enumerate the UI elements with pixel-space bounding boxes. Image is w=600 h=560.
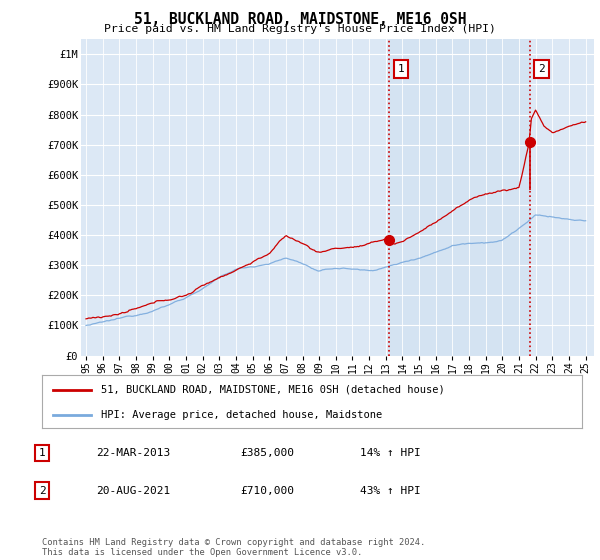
Text: 2: 2 — [538, 64, 545, 74]
Text: 14% ↑ HPI: 14% ↑ HPI — [360, 448, 421, 458]
Text: 51, BUCKLAND ROAD, MAIDSTONE, ME16 0SH: 51, BUCKLAND ROAD, MAIDSTONE, ME16 0SH — [134, 12, 466, 27]
Text: 43% ↑ HPI: 43% ↑ HPI — [360, 486, 421, 496]
Text: Contains HM Land Registry data © Crown copyright and database right 2024.
This d: Contains HM Land Registry data © Crown c… — [42, 538, 425, 557]
Text: 22-MAR-2013: 22-MAR-2013 — [96, 448, 170, 458]
Text: £385,000: £385,000 — [240, 448, 294, 458]
Bar — [389, 39, 530, 356]
Text: Price paid vs. HM Land Registry's House Price Index (HPI): Price paid vs. HM Land Registry's House … — [104, 24, 496, 34]
Text: 51, BUCKLAND ROAD, MAIDSTONE, ME16 0SH (detached house): 51, BUCKLAND ROAD, MAIDSTONE, ME16 0SH (… — [101, 385, 445, 395]
Text: HPI: Average price, detached house, Maidstone: HPI: Average price, detached house, Maid… — [101, 410, 383, 420]
Text: 1: 1 — [38, 448, 46, 458]
Text: 2: 2 — [38, 486, 46, 496]
Text: £710,000: £710,000 — [240, 486, 294, 496]
Text: 20-AUG-2021: 20-AUG-2021 — [96, 486, 170, 496]
Text: 1: 1 — [398, 64, 404, 74]
